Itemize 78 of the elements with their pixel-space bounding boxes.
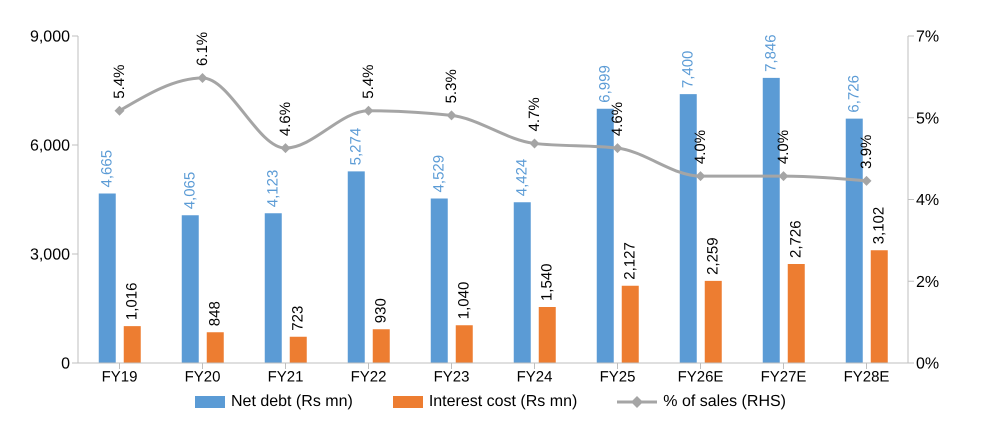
point (280, 143, 290, 154)
x-tick-label: FY19 (102, 368, 138, 386)
data-label: 930 (372, 298, 390, 324)
bar (182, 215, 199, 363)
x-tick-label: FY25 (600, 368, 636, 386)
point (198, 73, 208, 84)
bar (206, 332, 224, 363)
point (114, 106, 124, 116)
data-label: 6,726 (846, 75, 863, 113)
x-tick-label: FY28E (844, 368, 890, 386)
point (364, 106, 374, 116)
data-label: 4.7% (526, 97, 543, 132)
data-label: 2,726 (788, 220, 805, 258)
point (696, 171, 706, 182)
x-tick-label: FY22 (350, 368, 386, 386)
y2-tick-label: 2% (916, 274, 940, 291)
bar (870, 250, 888, 363)
x-tick-label: FY24 (516, 368, 552, 386)
data-label: 6.1% (194, 32, 211, 66)
data-label: 4,424 (514, 158, 531, 196)
data-label: 4.6% (277, 102, 294, 136)
bar (264, 213, 282, 363)
data-label: 7,400 (680, 50, 697, 88)
data-label: 4.6% (609, 102, 626, 136)
data-label: 4.0% (775, 130, 792, 164)
bar (290, 336, 307, 363)
x-tick-label: FY26E (678, 368, 724, 386)
x-tick-label: FY23 (434, 368, 470, 386)
legend-label: Interest cost (Rs mn) (428, 393, 578, 411)
data-label: 1,540 (538, 264, 556, 302)
bar (622, 286, 639, 363)
point (530, 138, 540, 148)
y-tick-label: 6,000 (30, 138, 70, 155)
bar (124, 326, 141, 363)
data-label: 6,999 (596, 65, 614, 103)
bar (704, 280, 722, 363)
data-label: 3,102 (870, 206, 888, 244)
data-label: 4,529 (430, 154, 448, 192)
data-label: 2,127 (622, 242, 639, 280)
y-tick-label: 0 (61, 356, 70, 373)
bar (514, 202, 531, 363)
point (612, 143, 622, 154)
data-label: 848 (206, 301, 224, 326)
data-label: 4.0% (692, 130, 709, 164)
bar (348, 171, 365, 363)
data-label: 4,065 (182, 172, 199, 210)
bar (456, 325, 473, 363)
bar (372, 329, 390, 363)
y-tick-label: 3,000 (30, 246, 70, 264)
data-label: 1,016 (124, 282, 141, 320)
data-label: 5,274 (348, 128, 365, 166)
data-label: 723 (290, 306, 307, 331)
data-label: 2,259 (704, 237, 722, 275)
bar (788, 264, 805, 363)
point (446, 110, 456, 120)
data-label: 5.4% (111, 64, 128, 99)
bar (430, 198, 448, 363)
data-label: 4,123 (264, 170, 282, 208)
data-label: 7,846 (762, 34, 780, 72)
bar (538, 307, 556, 363)
y-tick-label: 9,000 (30, 28, 70, 46)
y2-tick-label: 7% (916, 28, 940, 46)
x-tick-label: FY27E (760, 368, 806, 386)
data-label: 3.9% (858, 134, 875, 169)
point (862, 176, 872, 186)
data-label: 4,665 (98, 150, 116, 188)
x-tick-label: FY21 (268, 368, 304, 386)
data-label: 5.3% (443, 69, 460, 104)
y2-tick-label: 0% (916, 356, 940, 373)
legend-label: Net debt (Rs mn) (231, 393, 353, 411)
y2-tick-label: 4% (916, 192, 940, 210)
legend-label: % of sales (RHS) (663, 393, 786, 411)
data-label: 5.4% (360, 64, 377, 99)
x-tick-label: FY20 (184, 368, 220, 386)
data-label: 1,040 (456, 282, 473, 320)
point (778, 171, 788, 182)
bar (98, 194, 116, 363)
y2-tick-label: 5% (916, 110, 940, 128)
